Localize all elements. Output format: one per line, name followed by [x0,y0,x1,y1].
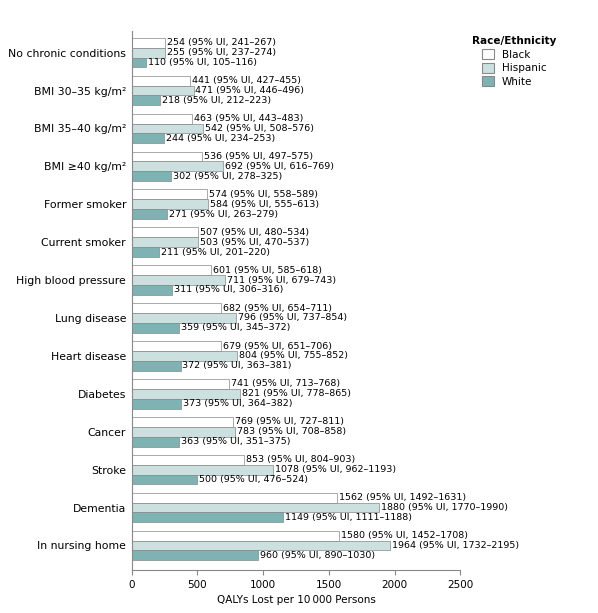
Text: 218 (95% UI, 212–223): 218 (95% UI, 212–223) [162,96,271,105]
Bar [132,151,202,161]
Legend: Black, Hispanic, White: Black, Hispanic, White [472,36,557,87]
Bar [132,199,208,209]
Bar [132,341,221,351]
Text: 503 (95% UI, 470–537): 503 (95% UI, 470–537) [200,238,309,246]
Bar [132,124,203,134]
Bar [132,512,283,522]
Bar [132,531,340,541]
Text: 1580 (95% UI, 1452–1708): 1580 (95% UI, 1452–1708) [341,531,468,540]
Text: 271 (95% UI, 263–279): 271 (95% UI, 263–279) [169,210,278,219]
Text: 363 (95% UI, 351–375): 363 (95% UI, 351–375) [181,437,291,446]
Bar [132,323,179,333]
Bar [132,285,172,295]
Text: 574 (95% UI, 558–589): 574 (95% UI, 558–589) [209,190,318,199]
Bar [132,303,221,313]
Text: 601 (95% UI, 585–618): 601 (95% UI, 585–618) [213,265,322,275]
Bar [132,58,146,67]
X-axis label: QALYs Lost per 10 000 Persons: QALYs Lost per 10 000 Persons [216,595,376,606]
Bar [132,227,199,237]
Bar [132,389,240,398]
Text: 359 (95% UI, 345–372): 359 (95% UI, 345–372) [181,323,290,332]
Text: 507 (95% UI, 480–534): 507 (95% UI, 480–534) [200,228,309,237]
Text: 372 (95% UI, 363–381): 372 (95% UI, 363–381) [182,361,292,370]
Text: 441 (95% UI, 427–455): 441 (95% UI, 427–455) [191,76,301,85]
Bar [132,436,179,446]
Text: 1880 (95% UI, 1770–1990): 1880 (95% UI, 1770–1990) [381,503,508,512]
Bar [132,275,225,285]
Text: 682 (95% UI, 654–711): 682 (95% UI, 654–711) [223,303,332,313]
Text: 853 (95% UI, 804–903): 853 (95% UI, 804–903) [246,455,355,464]
Text: 1964 (95% UI, 1732–2195): 1964 (95% UI, 1732–2195) [392,541,519,550]
Text: 110 (95% UI, 105–116): 110 (95% UI, 105–116) [148,58,257,67]
Bar [132,361,181,371]
Text: 804 (95% UI, 755–852): 804 (95% UI, 755–852) [239,351,348,360]
Bar [132,96,160,105]
Bar [132,465,273,474]
Bar [132,237,198,247]
Bar [132,86,194,96]
Bar [132,265,210,275]
Bar [132,474,197,484]
Bar [132,493,337,503]
Bar [132,161,222,171]
Bar [132,134,164,143]
Text: 463 (95% UI, 443–483): 463 (95% UI, 443–483) [194,114,304,123]
Text: 692 (95% UI, 616–769): 692 (95% UI, 616–769) [225,162,334,171]
Text: 796 (95% UI, 737–854): 796 (95% UI, 737–854) [238,313,347,322]
Bar [132,550,258,560]
Bar [132,171,171,181]
Text: 783 (95% UI, 708–858): 783 (95% UI, 708–858) [237,427,346,436]
Text: 584 (95% UI, 555–613): 584 (95% UI, 555–613) [210,200,319,209]
Bar [132,189,207,199]
Bar [132,427,234,436]
Text: 211 (95% UI, 201–220): 211 (95% UI, 201–220) [161,248,270,256]
Text: 821 (95% UI, 778–865): 821 (95% UI, 778–865) [242,389,350,398]
Bar [132,455,244,465]
Text: 1149 (95% UI, 1111–1188): 1149 (95% UI, 1111–1188) [285,513,411,522]
Bar [132,398,181,409]
Bar [132,379,229,389]
Text: 254 (95% UI, 241–267): 254 (95% UI, 241–267) [167,38,276,47]
Text: 255 (95% UI, 237–274): 255 (95% UI, 237–274) [167,48,276,57]
Text: 960 (95% UI, 890–1030): 960 (95% UI, 890–1030) [260,551,375,560]
Text: 244 (95% UI, 234–253): 244 (95% UI, 234–253) [166,134,275,143]
Bar [132,48,165,58]
Text: 542 (95% UI, 508–576): 542 (95% UI, 508–576) [205,124,314,133]
Text: 711 (95% UI, 679–743): 711 (95% UI, 679–743) [227,276,336,284]
Text: 471 (95% UI, 446–496): 471 (95% UI, 446–496) [196,86,304,95]
Text: 500 (95% UI, 476–524): 500 (95% UI, 476–524) [199,475,309,484]
Bar [132,38,165,48]
Text: 1078 (95% UI, 962–1193): 1078 (95% UI, 962–1193) [275,465,396,474]
Bar [132,209,167,219]
Bar [132,313,236,323]
Bar [132,351,237,361]
Bar [132,113,193,124]
Text: 311 (95% UI, 306–316): 311 (95% UI, 306–316) [175,286,284,294]
Text: 302 (95% UI, 278–325): 302 (95% UI, 278–325) [173,172,282,181]
Bar [132,247,159,257]
Bar [132,541,390,550]
Text: 741 (95% UI, 713–768): 741 (95% UI, 713–768) [231,379,340,389]
Text: 1562 (95% UI, 1492–1631): 1562 (95% UI, 1492–1631) [339,493,466,502]
Bar [132,76,190,86]
Text: 373 (95% UI, 364–382): 373 (95% UI, 364–382) [182,399,292,408]
Text: 769 (95% UI, 727–811): 769 (95% UI, 727–811) [234,417,344,427]
Bar [132,503,379,512]
Bar [132,417,233,427]
Text: 679 (95% UI, 651–706): 679 (95% UI, 651–706) [223,341,332,351]
Text: 536 (95% UI, 497–575): 536 (95% UI, 497–575) [204,152,313,161]
